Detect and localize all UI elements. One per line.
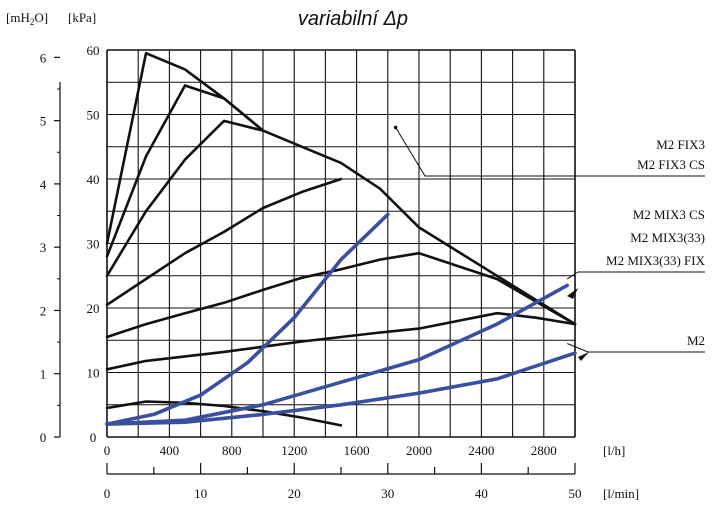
arrowhead-m2-mix3-33-fix xyxy=(567,288,578,299)
lh-tick-label: 800 xyxy=(222,443,242,458)
y-unit-kpa: [kPa] xyxy=(68,10,96,25)
pump-curve-1 xyxy=(105,400,343,427)
pump-curve-3 xyxy=(105,251,577,339)
lh-tick-label: 0 xyxy=(104,443,111,458)
x-unit-lmin: [l/min] xyxy=(603,486,639,501)
mh2o-tick-label: 0 xyxy=(40,430,47,445)
mh2o-tick-label: 4 xyxy=(40,177,47,192)
kpa-tick-label: 20 xyxy=(87,301,100,316)
y-unit-mh2o: [mH2O] xyxy=(6,10,48,27)
kpa-tick-label: 0 xyxy=(90,430,97,445)
kpa-tick-label: 60 xyxy=(87,43,100,58)
lmin-tick-label: 0 xyxy=(104,486,111,501)
lh-tick-label: 1600 xyxy=(344,443,370,458)
label-m2-mix3-33-fix: M2 MIX3(33) FIX xyxy=(606,253,706,268)
lmin-tick-label: 10 xyxy=(194,486,207,501)
kpa-tick-label: 50 xyxy=(87,108,100,123)
curve-labels: M2 FIX3 M2 FIX3 CS M2 MIX3 CS M2 MIX3(33) M2… xyxy=(393,125,706,361)
kpa-tick-label: 10 xyxy=(87,366,100,381)
label-m2: M2 xyxy=(687,333,705,348)
lmin-tick-label: 20 xyxy=(288,486,301,501)
lmin-tick-label: 50 xyxy=(569,486,582,501)
system-curve-3 xyxy=(105,351,577,426)
lmin-tick-label: 30 xyxy=(381,486,394,501)
leader-dot-m2-fix3 xyxy=(393,125,398,130)
pump-curve-4 xyxy=(105,177,343,307)
x-unit-lh: [l/h] xyxy=(603,443,625,458)
leader-m2-mix3-33-fix xyxy=(566,271,705,280)
mh2o-tick-label: 6 xyxy=(40,50,47,65)
x-axis: 0 400 800 1200 1600 2000 2400 2800 0 10 20 30 40 50 xyxy=(104,443,582,501)
leader-m2-fix3 xyxy=(395,127,705,177)
pump-curves xyxy=(105,51,577,427)
mh2o-tick-label: 1 xyxy=(40,367,47,382)
lh-tick-label: 1200 xyxy=(281,443,307,458)
label-m2-mix3-cs: M2 MIX3 CS xyxy=(633,207,705,222)
lh-tick-label: 2800 xyxy=(531,443,557,458)
mh2o-tick-label: 2 xyxy=(40,303,47,318)
leader-m2 xyxy=(567,343,705,353)
lh-tick-label: 2000 xyxy=(406,443,432,458)
mh2o-tick-label: 5 xyxy=(40,114,47,129)
pump-curve-7 xyxy=(105,51,265,245)
mh2o-tick-label: 3 xyxy=(40,240,47,255)
system-curves xyxy=(105,212,577,426)
chart-title: variabilní Δp xyxy=(298,8,408,30)
grid xyxy=(106,49,576,438)
pump-curve-5 xyxy=(105,119,577,326)
lmin-tick-label: 40 xyxy=(475,486,488,501)
pump-curve-2 xyxy=(105,311,577,371)
lh-tick-label: 400 xyxy=(160,443,180,458)
label-m2-mix3-33: M2 MIX3(33) xyxy=(630,230,705,245)
system-curve-2 xyxy=(105,283,570,426)
lh-tick-label: 2400 xyxy=(468,443,494,458)
label-m2-fix3: M2 FIX3 xyxy=(656,137,705,152)
kpa-tick-label: 40 xyxy=(87,172,100,187)
label-m2-fix3-cs: M2 FIX3 CS xyxy=(637,157,705,172)
kpa-tick-label: 30 xyxy=(87,237,100,252)
system-curve-1 xyxy=(105,212,390,426)
arrowhead-m2 xyxy=(578,352,589,361)
